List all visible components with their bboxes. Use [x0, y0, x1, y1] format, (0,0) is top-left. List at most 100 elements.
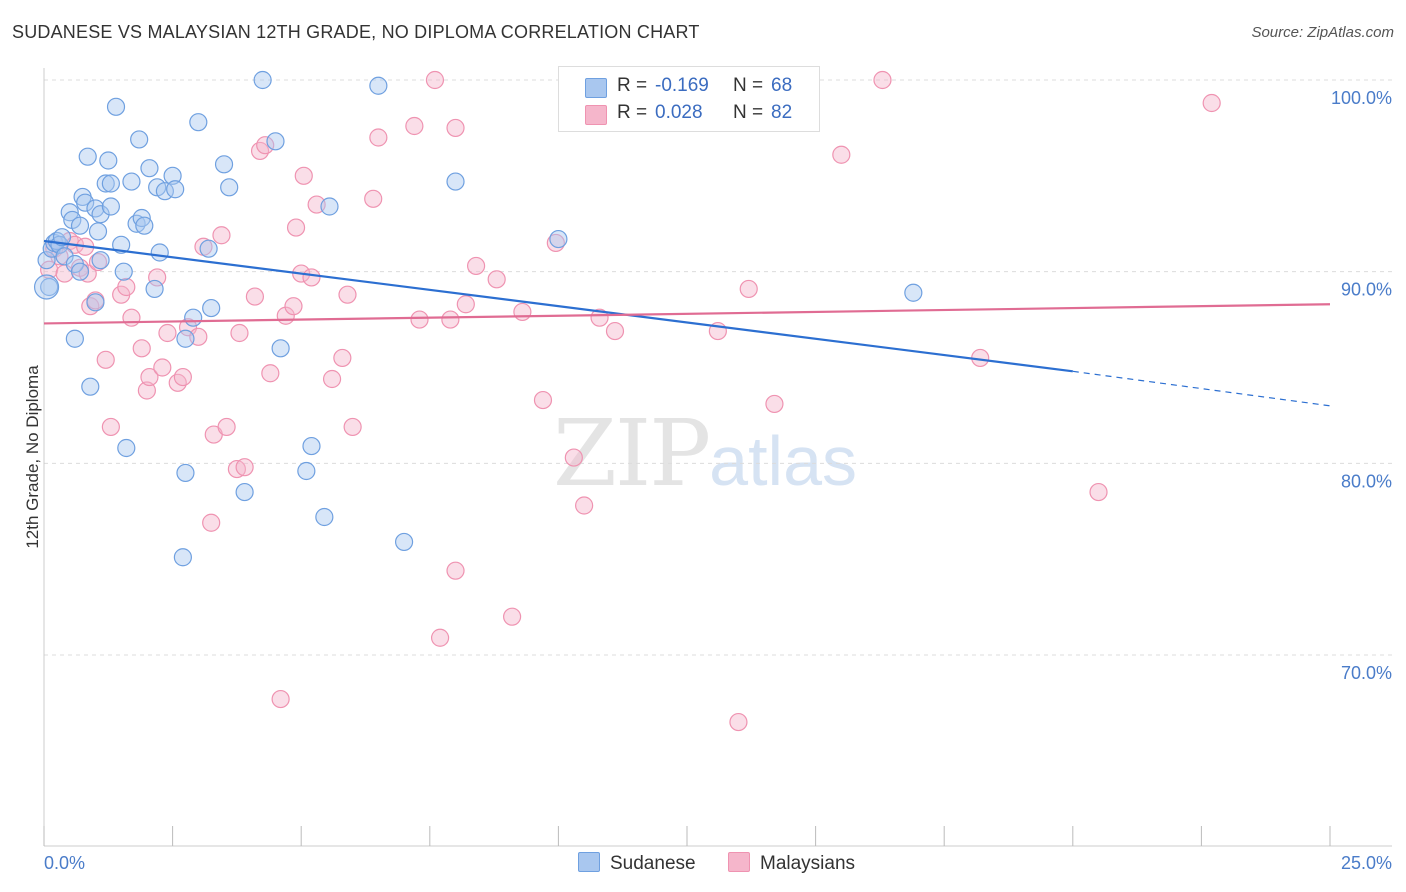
data-point-malaysians: [230, 323, 249, 343]
data-point-malaysians: [430, 628, 450, 647]
data-point-sudanese: [140, 159, 159, 178]
x-tick-label-max: 25.0%: [1341, 853, 1392, 873]
data-point-malaysians: [286, 218, 306, 237]
data-point-malaysians: [202, 513, 221, 532]
trend-lines: [43, 239, 1331, 407]
data-point-sudanese: [214, 155, 234, 174]
data-point-sudanese: [114, 262, 133, 281]
data-point-sudanese: [446, 172, 465, 191]
data-point-sudanese: [166, 180, 185, 199]
data-point-malaysians: [832, 145, 851, 164]
data-point-malaysians: [446, 118, 465, 138]
data-point-sudanese: [76, 193, 95, 212]
legend-swatch-sudanese: [585, 78, 607, 98]
data-point-malaysians: [101, 417, 120, 437]
data-point-malaysians: [765, 394, 784, 414]
data-point-malaysians: [364, 189, 383, 208]
data-point-sudanese: [101, 197, 120, 216]
data-point-sudanese: [271, 339, 290, 358]
data-point-malaysians: [425, 70, 445, 90]
data-point-malaysians: [1202, 93, 1221, 113]
data-point-malaysians: [173, 367, 192, 387]
bottom-legend-label-sudanese: Sudanese: [610, 853, 696, 874]
data-point-malaysians: [284, 297, 303, 316]
data-point-malaysians: [503, 607, 522, 626]
data-point-malaysians: [261, 364, 280, 383]
data-point-sudanese: [173, 548, 192, 567]
data-point-malaysians: [212, 226, 231, 245]
y-tick-label: 100.0%: [1331, 88, 1392, 108]
data-point-malaysians: [575, 496, 594, 515]
data-point-sudanese: [266, 132, 285, 151]
data-point-sudanese: [320, 197, 339, 216]
data-point-malaysians: [117, 277, 136, 297]
data-point-sudanese: [86, 293, 105, 312]
bottom-legend-label-malaysians: Malaysians: [760, 853, 856, 874]
series-sudanese: [33, 70, 923, 567]
data-point-malaysians: [456, 295, 475, 314]
data-point-sudanese: [235, 482, 254, 502]
data-point-malaysians: [513, 302, 532, 322]
legend-n-label: N =: [733, 102, 764, 123]
tick-labels: 70.0% 80.0% 90.0% 100.0% 0.0% 25.0%: [44, 88, 1392, 873]
data-point-malaysians: [466, 256, 486, 276]
data-point-malaysians: [369, 128, 388, 147]
bottom-legend-malaysians: Malaysians: [728, 852, 855, 875]
data-point-malaysians: [487, 270, 506, 289]
legend-r-value: -0.169: [655, 75, 709, 96]
data-point-sudanese: [91, 205, 110, 224]
data-point-sudanese: [70, 216, 90, 235]
data-point-sudanese: [176, 463, 195, 483]
y-tick-label: 70.0%: [1341, 663, 1392, 683]
data-point-malaysians: [1089, 482, 1108, 502]
data-point-malaysians: [338, 285, 357, 304]
legend-n-value: 68: [771, 75, 793, 96]
data-point-malaysians: [132, 339, 151, 358]
trend-line-extension-sudanese: [1072, 370, 1331, 407]
data-point-malaysians: [590, 308, 609, 327]
data-point-malaysians: [158, 323, 177, 343]
data-point-sudanese: [369, 76, 388, 95]
data-point-sudanese: [106, 97, 126, 116]
data-point-sudanese: [220, 178, 239, 197]
bottom-legend-swatch-sudanese: [578, 852, 600, 872]
data-point-sudanese: [199, 239, 218, 258]
data-point-malaysians: [122, 308, 141, 327]
y-tick-label: 90.0%: [1341, 280, 1392, 300]
data-point-sudanese: [297, 461, 316, 481]
data-point-malaysians: [605, 321, 625, 341]
data-point-sudanese: [315, 507, 334, 527]
data-point-malaysians: [140, 367, 159, 387]
data-point-malaysians: [217, 417, 236, 437]
legend-r-label: R =: [617, 102, 648, 123]
data-point-sudanese: [99, 151, 118, 170]
data-point-malaysians: [294, 166, 313, 185]
data-point-sudanese: [122, 172, 141, 191]
data-point-malaysians: [96, 350, 115, 369]
data-point-sudanese: [40, 277, 59, 297]
data-point-sudanese: [184, 308, 203, 327]
axes: [43, 68, 1392, 847]
data-point-sudanese: [91, 251, 110, 270]
data-point-sudanese: [86, 199, 105, 218]
data-point-sudanese: [150, 243, 169, 262]
data-point-sudanese: [52, 228, 72, 247]
data-point-malaysians: [271, 689, 290, 709]
data-point-malaysians: [873, 70, 892, 90]
data-point-malaysians: [446, 561, 465, 580]
bottom-legend-sudanese: Sudanese: [578, 852, 696, 875]
data-point-sudanese: [302, 436, 321, 456]
correlation-legend: R = -0.169 N = 68 R = 0.028 N = 82: [558, 66, 820, 132]
data-point-malaysians: [441, 310, 460, 329]
data-point-sudanese: [130, 130, 149, 149]
data-point-malaysians: [410, 310, 429, 329]
legend-r-value: 0.028: [655, 102, 703, 123]
data-point-malaysians: [533, 390, 553, 410]
data-point-malaysians: [564, 448, 583, 467]
data-point-malaysians: [153, 358, 172, 377]
data-point-malaysians: [256, 136, 275, 155]
data-point-malaysians: [343, 417, 362, 437]
data-point-malaysians: [739, 279, 758, 299]
data-point-malaysians: [250, 141, 270, 161]
